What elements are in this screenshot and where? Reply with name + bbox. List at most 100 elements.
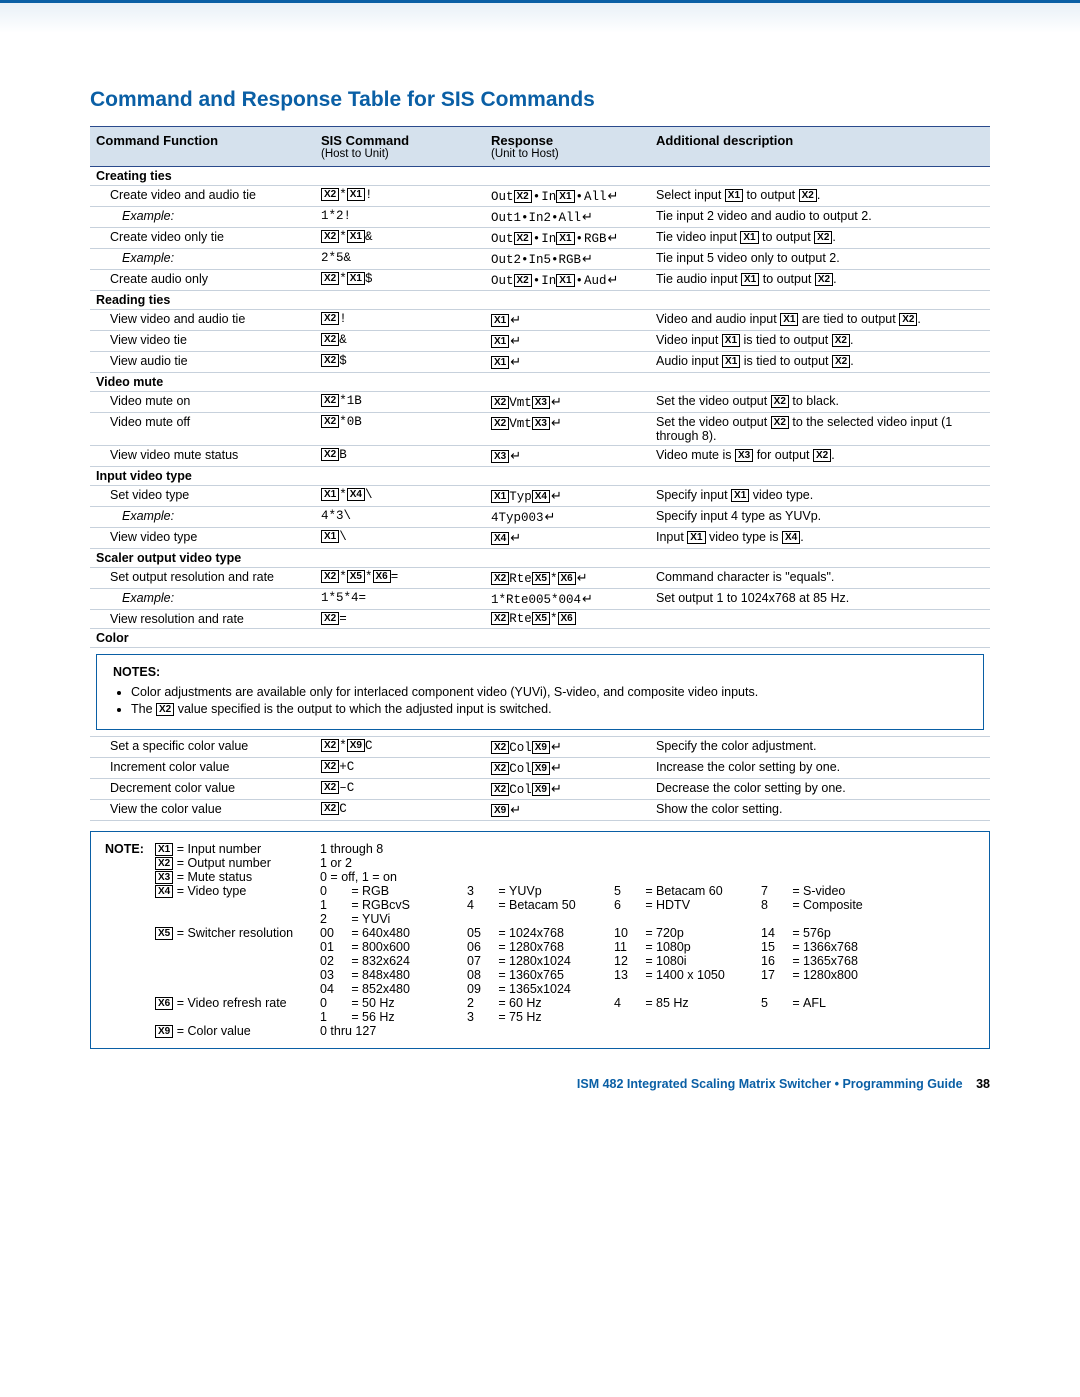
cell-fn: Create video only tie (96, 230, 224, 244)
table-row: Increment color value X2+C X2ColX9 Incre… (90, 758, 990, 779)
cell-sis: X2*X1! (315, 186, 485, 207)
section-input-video-type: Input video type (90, 467, 990, 486)
col-sis: SIS Command(Host to Unit) (315, 127, 485, 167)
cell-rsp: X1 (485, 352, 650, 373)
cell-sis: X2*1B (315, 392, 485, 413)
cell-desc: Input X1 video type is X4. (650, 528, 990, 549)
cell-desc: Tie input 2 video and audio to output 2. (650, 207, 990, 228)
cell-sis: X2+C (315, 758, 485, 779)
table-row: Set video type X1*X4\ X1TypX4 Specify in… (90, 486, 990, 507)
cell-desc (650, 610, 990, 629)
section-video-mute: Video mute (90, 373, 990, 392)
col-response: Response(Unit to Host) (485, 127, 650, 167)
cell-sis: 1*5*4= (315, 589, 485, 610)
cell-rsp: OutX2InX1RGB (485, 228, 650, 249)
note-item: The X2 value specified is the output to … (131, 702, 967, 716)
cell-desc: Specify input X1 video type. (650, 486, 990, 507)
cell-desc: Command character is "equals". (650, 568, 990, 589)
cell-fn: View the color value (96, 802, 222, 816)
table-row: Example: 1*2! Out1•In2•All Tie input 2 v… (90, 207, 990, 228)
table-row: View resolution and rate X2= X2RteX5*X6 (90, 610, 990, 629)
col-function: Command Function (90, 127, 315, 167)
section-creating-ties: Creating ties (90, 167, 990, 186)
table-row: Video mute off X2*0B X2VmtX3 Set the vid… (90, 413, 990, 446)
cell-desc: Video input X1 is tied to output X2. (650, 331, 990, 352)
cell-rsp: X1 (485, 331, 650, 352)
cell-sis: X2$ (315, 352, 485, 373)
cell-sis: X2*X9C (315, 737, 485, 758)
cell-rsp: X2RteX5*X6 (485, 568, 650, 589)
page-content: Command and Response Table for SIS Comma… (0, 33, 1080, 1131)
cell-rsp: X2ColX9 (485, 737, 650, 758)
table-header-row: Command Function SIS Command(Host to Uni… (90, 127, 990, 167)
cell-fn: Example: (96, 251, 174, 265)
table-row: Set output resolution and rate X2*X5*X6=… (90, 568, 990, 589)
cell-rsp: X3 (485, 446, 650, 467)
cell-desc: Set the video output X2 to black. (650, 392, 990, 413)
cell-desc: Audio input X1 is tied to output X2. (650, 352, 990, 373)
command-table: Command Function SIS Command(Host to Uni… (90, 126, 990, 821)
cell-desc: Set output 1 to 1024x768 at 85 Hz. (650, 589, 990, 610)
cell-sis: X2& (315, 331, 485, 352)
cell-sis: X2! (315, 310, 485, 331)
section-reading-ties: Reading ties (90, 291, 990, 310)
notes-row: NOTES: Color adjustments are available o… (90, 648, 990, 737)
table-row: Video mute on X2*1B X2VmtX3 Set the vide… (90, 392, 990, 413)
cell-sis: X2B (315, 446, 485, 467)
page-title: Command and Response Table for SIS Comma… (90, 88, 990, 112)
cell-sis: X2*X5*X6= (315, 568, 485, 589)
cell-rsp: X2RteX5*X6 (485, 610, 650, 629)
cell-rsp: OutX2InX1Aud (485, 270, 650, 291)
legend-key: X3 = Mute status (155, 870, 320, 884)
table-row: Create video only tie X2*X1& OutX2InX1RG… (90, 228, 990, 249)
cell-sis: 4*3\ (315, 507, 485, 528)
cell-rsp: X2VmtX3 (485, 392, 650, 413)
cell-rsp: X2ColX9 (485, 758, 650, 779)
legend-box: NOTE: X1 = Input number1 through 8 X2 = … (90, 831, 990, 1049)
cell-sis: 1*2! (315, 207, 485, 228)
table-row: View video mute status X2B X3 Video mute… (90, 446, 990, 467)
table-row: Decrement color value X2–C X2ColX9 Decre… (90, 779, 990, 800)
cell-sis: X2–C (315, 779, 485, 800)
cell-desc: Set the video output X2 to the selected … (650, 413, 990, 446)
cell-sis: X1\ (315, 528, 485, 549)
notes-box: NOTES: Color adjustments are available o… (96, 654, 984, 730)
cell-sis: X2*X1$ (315, 270, 485, 291)
table-row: Example: 2*5& Out2•In5•RGB Tie input 5 v… (90, 249, 990, 270)
cell-fn: Create video and audio tie (96, 188, 256, 202)
cell-fn: View video tie (96, 333, 187, 347)
cell-fn: View video mute status (96, 448, 238, 462)
legend-key: X4 = Video type (155, 884, 320, 926)
table-row: View video type X1\ X4 Input X1 video ty… (90, 528, 990, 549)
cell-fn: View audio tie (96, 354, 188, 368)
cell-rsp: X4 (485, 528, 650, 549)
cell-rsp: Out1•In2•All (485, 207, 650, 228)
cell-desc: Show the color setting. (650, 800, 990, 821)
table-row: View the color value X2C X9 Show the col… (90, 800, 990, 821)
cell-rsp: X1TypX4 (485, 486, 650, 507)
cell-fn: Example: (96, 509, 174, 523)
cell-fn: Increment color value (96, 760, 230, 774)
cell-fn: Set output resolution and rate (96, 570, 274, 584)
legend-key: X5 = Switcher resolution (155, 926, 320, 996)
cell-rsp: X9 (485, 800, 650, 821)
cell-desc: Tie video input X1 to output X2. (650, 228, 990, 249)
cell-desc: Specify the color adjustment. (650, 737, 990, 758)
cell-rsp: X2VmtX3 (485, 413, 650, 446)
cell-fn: Create audio only (96, 272, 208, 286)
section-color: Color (90, 629, 990, 648)
legend-grid-x4: 0=RGB3=YUVp5=Betacam 607=S-video1=RGBcvS… (320, 884, 975, 926)
top-gradient-bar (0, 0, 1080, 33)
cell-desc: Decrease the color setting by one. (650, 779, 990, 800)
cell-fn: Video mute on (96, 394, 190, 408)
table-row: Example: 1*5*4= 1*Rte005*004 Set output … (90, 589, 990, 610)
table-row: View audio tie X2$ X1 Audio input X1 is … (90, 352, 990, 373)
legend-key: X2 = Output number (155, 856, 320, 870)
cell-fn: Set video type (96, 488, 189, 502)
legend-label: NOTE: (105, 842, 155, 1038)
cell-fn: View video and audio tie (96, 312, 245, 326)
legend-val: 0 = off, 1 = on (320, 870, 975, 884)
cell-sis: X1*X4\ (315, 486, 485, 507)
cell-desc: Select input X1 to output X2. (650, 186, 990, 207)
section-scaler-output: Scaler output video type (90, 549, 990, 568)
